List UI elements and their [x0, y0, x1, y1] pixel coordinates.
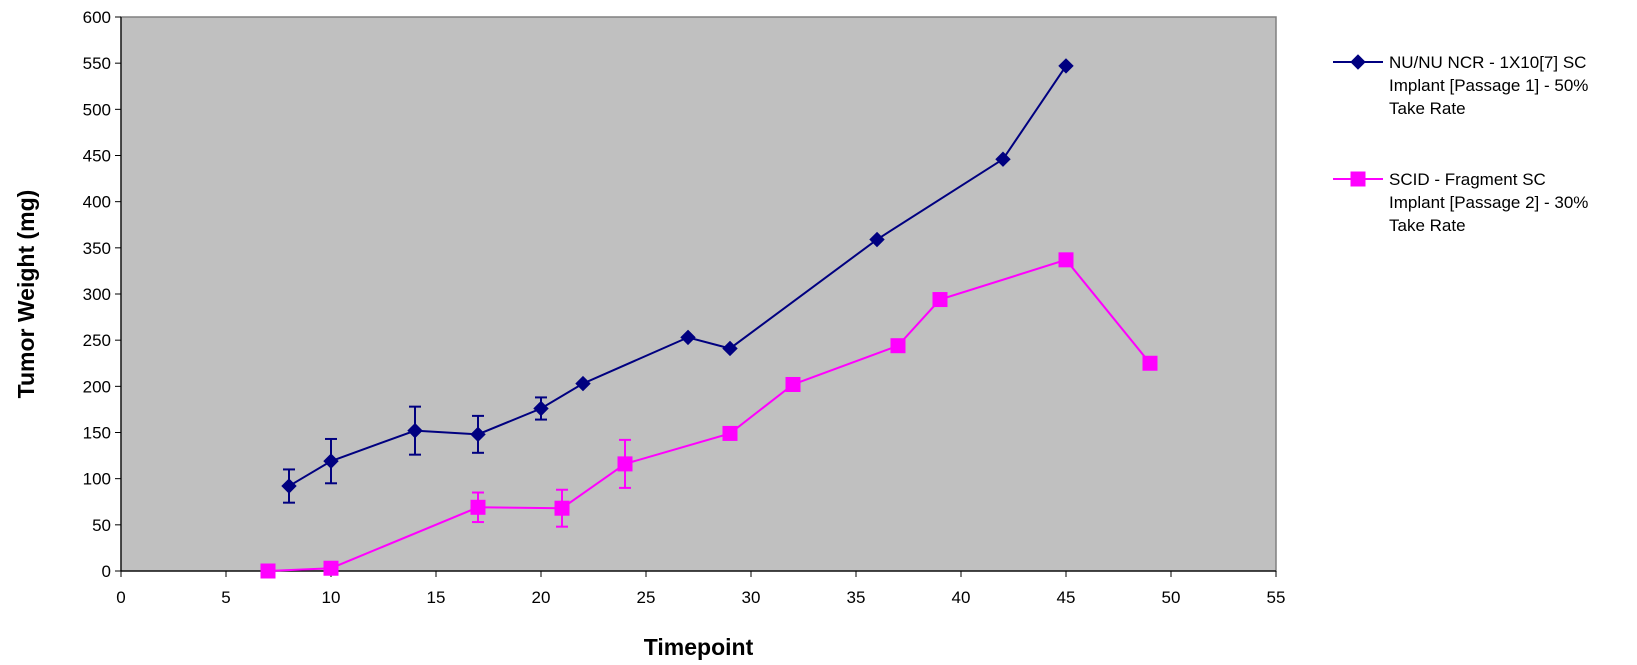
series-1 [281, 58, 1074, 504]
data-point [1058, 252, 1074, 268]
y-tick-label: 300 [83, 285, 111, 304]
x-tick-label: 10 [322, 588, 341, 607]
axes [115, 16, 1277, 577]
x-tick-label: 15 [427, 588, 446, 607]
y-tick-label: 100 [83, 470, 111, 489]
data-point [680, 329, 696, 346]
x-tick-label: 25 [637, 588, 656, 607]
x-tick-label: 55 [1267, 588, 1286, 607]
x-tick-label: 50 [1162, 588, 1181, 607]
legend-marker [1350, 171, 1366, 187]
y-tick-label: 400 [83, 193, 111, 212]
x-axis-title: Timepoint [644, 634, 754, 660]
x-tick-label: 0 [116, 588, 125, 607]
legend-item-2: SCID - Fragment SC Implant [Passage 2] - … [1333, 170, 1588, 235]
y-tick-label: 550 [83, 54, 111, 73]
data-point [869, 231, 885, 248]
x-tick-label: 40 [952, 588, 971, 607]
y-tick-label: 250 [83, 331, 111, 350]
y-axis-title: Tumor Weight (mg) [13, 190, 39, 399]
legend-item-1: NU/NU NCR - 1X10[7] SC Implant [Passage 1… [1333, 53, 1588, 118]
data-point [785, 376, 801, 392]
data-point [281, 478, 297, 494]
data-point [323, 453, 339, 469]
data-point [260, 563, 276, 579]
series-2 [260, 252, 1158, 579]
x-tick-label: 30 [742, 588, 761, 607]
y-tick-label: 350 [83, 239, 111, 258]
tick-labels: 0 50 100 150 200 250 300 350 400 450 500 550 600 0 5 10… [83, 8, 1286, 607]
legend-label: Take Rate [1389, 99, 1466, 118]
data-point [995, 151, 1011, 167]
data-point [575, 375, 591, 392]
y-tick-label: 450 [83, 147, 111, 166]
legend-label: Implant [Passage 2] - 30% [1389, 193, 1588, 212]
data-point [890, 338, 906, 354]
y-tick-label: 150 [83, 424, 111, 443]
x-tick-label: 45 [1057, 588, 1076, 607]
data-point [1058, 58, 1074, 74]
y-tick-label: 50 [92, 516, 111, 535]
y-tick-label: 200 [83, 377, 111, 396]
data-point [470, 499, 486, 515]
plot-area [120, 16, 1277, 572]
series-layer [260, 58, 1158, 579]
y-tick-label: 600 [83, 8, 111, 27]
legend-label: Take Rate [1389, 216, 1466, 235]
legend: NU/NU NCR - 1X10[7] SC Implant [Passage 1… [1333, 53, 1588, 235]
x-tick-label: 20 [532, 588, 551, 607]
x-tick-label: 5 [221, 588, 230, 607]
data-point [722, 340, 738, 357]
x-tick-label: 35 [847, 588, 866, 607]
data-point [470, 426, 486, 443]
data-point [323, 560, 339, 576]
y-tick-label: 0 [102, 562, 111, 581]
legend-marker [1350, 54, 1366, 70]
data-point [932, 292, 948, 308]
data-point [554, 500, 570, 516]
data-point [617, 456, 633, 472]
data-point [1142, 355, 1158, 371]
y-tick-label: 500 [83, 100, 111, 119]
legend-label: NU/NU NCR - 1X10[7] SC [1389, 53, 1586, 72]
data-point [722, 425, 738, 441]
data-point [407, 422, 423, 439]
legend-label: Implant [Passage 1] - 50% [1389, 76, 1588, 95]
legend-label: SCID - Fragment SC [1389, 170, 1546, 189]
data-point [533, 400, 549, 417]
